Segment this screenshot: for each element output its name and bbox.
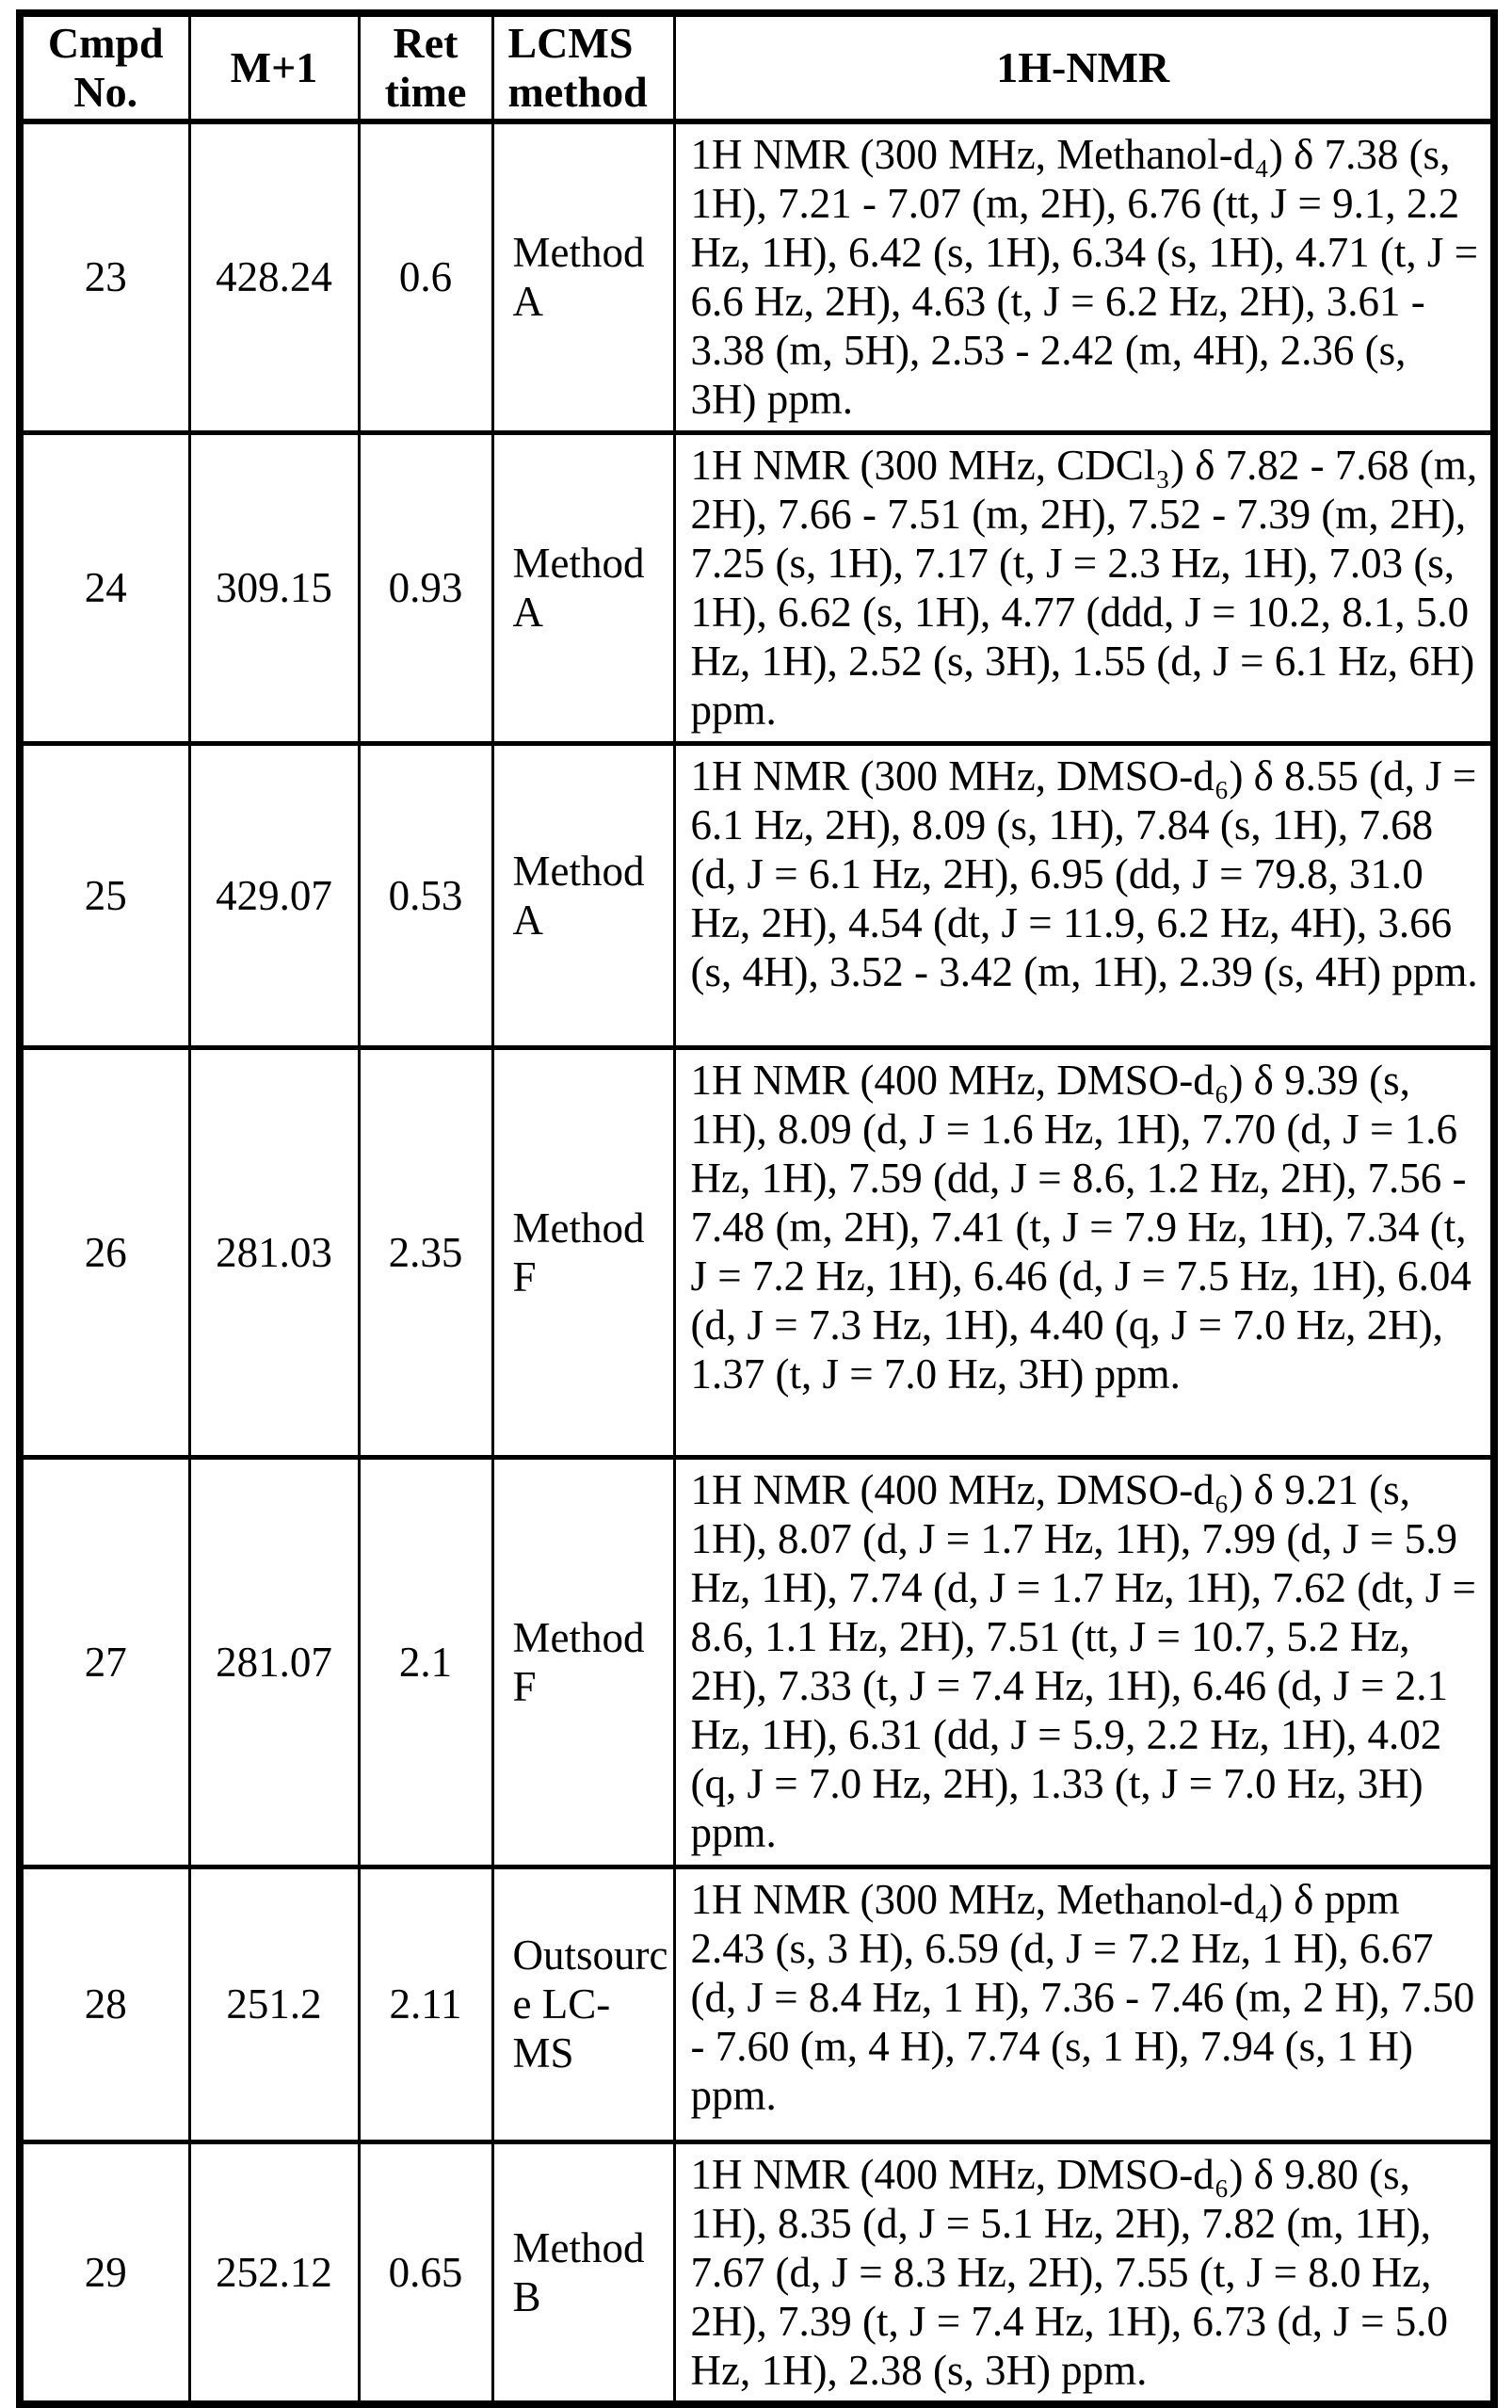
table-row: 27 281.07 2.1 Method F 1H NMR (400 MHz, …	[18, 1454, 1496, 1869]
cell-ret-time: 2.1	[357, 1454, 494, 1869]
cell-m-plus-1: 281.03	[187, 1044, 361, 1460]
cell-ret-time: 0.65	[357, 2139, 494, 2406]
cell-cmpd-no: 23	[18, 119, 191, 435]
cell-m-plus-1: 252.12	[187, 2139, 361, 2406]
cell-cmpd-no: 26	[18, 1044, 191, 1460]
cell-cmpd-no: 24	[18, 429, 191, 746]
column-header-lcms-method: LCMS method	[491, 10, 676, 124]
table-row: 23 428.24 0.6 Method A 1H NMR (300 MHz, …	[18, 119, 1496, 435]
cell-cmpd-no: 29	[18, 2139, 191, 2406]
table-row: 26 281.03 2.35 Method F 1H NMR (400 MHz,…	[18, 1044, 1496, 1460]
table-row: 24 309.15 0.93 Method A 1H NMR (300 MHz,…	[18, 429, 1496, 746]
cell-lcms-method: Method B	[491, 2139, 676, 2406]
table-body: 23 428.24 0.6 Method A 1H NMR (300 MHz, …	[18, 119, 1496, 2406]
table-row: 25 429.07 0.53 Method A 1H NMR (300 MHz,…	[18, 740, 1496, 1050]
cell-lcms-method: Method A	[491, 429, 676, 746]
table-row: 29 252.12 0.65 Method B 1H NMR (400 MHz,…	[18, 2139, 1496, 2406]
cell-nmr: 1H NMR (400 MHz, DMSO-d₆) δ 9.39 (s, 1H)…	[672, 1044, 1496, 1460]
cell-cmpd-no: 25	[18, 740, 191, 1050]
cell-cmpd-no: 27	[18, 1454, 191, 1869]
table-row: 28 251.2 2.11 Outsource LC-MS 1H NMR (30…	[18, 1864, 1496, 2144]
table-header: Cmpd No. M+1 Ret time LCMS method 1H-NMR	[18, 10, 1496, 124]
cell-ret-time: 2.35	[357, 1044, 494, 1460]
cell-m-plus-1: 281.07	[187, 1454, 361, 1869]
column-header-cmpd-no: Cmpd No.	[18, 10, 191, 124]
cell-m-plus-1: 428.24	[187, 119, 361, 435]
cell-lcms-method: Method A	[491, 119, 676, 435]
cell-nmr: 1H NMR (300 MHz, DMSO-d₆) δ 8.55 (d, J =…	[672, 740, 1496, 1050]
column-header-m-plus-1: M+1	[187, 10, 361, 124]
column-header-1h-nmr: 1H-NMR	[672, 10, 1496, 124]
cell-ret-time: 0.6	[357, 119, 494, 435]
cell-m-plus-1: 309.15	[187, 429, 361, 746]
cell-nmr: 1H NMR (300 MHz, Methanol-d₄) δ 7.38 (s,…	[672, 119, 1496, 435]
cell-nmr: 1H NMR (300 MHz, CDCl₃) δ 7.82 - 7.68 (m…	[672, 429, 1496, 746]
cell-cmpd-no: 28	[18, 1864, 191, 2144]
cell-m-plus-1: 429.07	[187, 740, 361, 1050]
header-row: Cmpd No. M+1 Ret time LCMS method 1H-NMR	[18, 10, 1496, 124]
compound-table: Cmpd No. M+1 Ret time LCMS method 1H-NMR…	[16, 9, 1498, 2408]
cell-lcms-method: Method F	[491, 1454, 676, 1869]
cell-nmr: 1H NMR (400 MHz, DMSO-d₆) δ 9.80 (s, 1H)…	[672, 2139, 1496, 2406]
cell-lcms-method: Method F	[491, 1044, 676, 1460]
cell-ret-time: 2.11	[357, 1864, 494, 2144]
cell-nmr: 1H NMR (400 MHz, DMSO-d₆) δ 9.21 (s, 1H)…	[672, 1454, 1496, 1869]
cell-ret-time: 0.53	[357, 740, 494, 1050]
cell-lcms-method: Outsource LC-MS	[491, 1864, 676, 2144]
cell-nmr: 1H NMR (300 MHz, Methanol-d₄) δ ppm 2.43…	[672, 1864, 1496, 2144]
column-header-ret-time: Ret time	[357, 10, 494, 124]
cell-lcms-method: Method A	[491, 740, 676, 1050]
cell-m-plus-1: 251.2	[187, 1864, 361, 2144]
cell-ret-time: 0.93	[357, 429, 494, 746]
